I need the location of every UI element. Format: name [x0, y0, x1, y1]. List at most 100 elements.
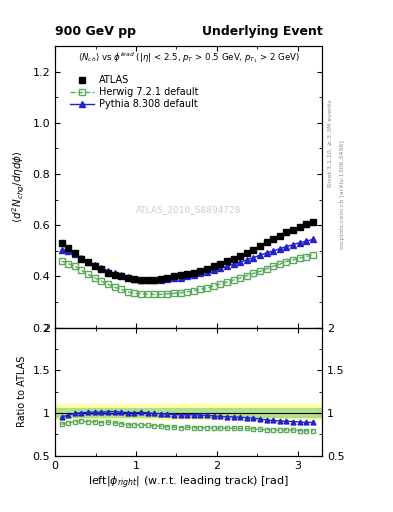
Text: 900 GeV pp: 900 GeV pp — [55, 26, 136, 38]
ATLAS — [277, 232, 282, 239]
ATLAS — [185, 271, 189, 278]
ATLAS — [86, 259, 90, 265]
Pythia 8.308 default — [264, 250, 269, 256]
ATLAS — [211, 263, 216, 269]
Herwig 7.2.1 default — [145, 291, 150, 297]
Herwig 7.2.1 default — [244, 272, 249, 279]
Pythia 8.308 default — [172, 275, 176, 282]
Herwig 7.2.1 default — [178, 290, 183, 296]
Pythia 8.308 default — [291, 242, 296, 248]
ATLAS — [244, 250, 249, 256]
ATLAS — [79, 255, 84, 262]
Line: Herwig 7.2.1 default: Herwig 7.2.1 default — [59, 252, 316, 297]
Herwig 7.2.1 default — [218, 281, 223, 287]
ATLAS — [172, 273, 176, 280]
Herwig 7.2.1 default — [185, 289, 189, 295]
Herwig 7.2.1 default — [132, 290, 137, 296]
ATLAS — [257, 243, 262, 249]
Pythia 8.308 default — [72, 251, 77, 257]
ATLAS — [125, 274, 130, 281]
Herwig 7.2.1 default — [59, 258, 64, 264]
Pythia 8.308 default — [139, 276, 143, 283]
Pythia 8.308 default — [257, 252, 262, 258]
Pythia 8.308 default — [106, 268, 110, 274]
Herwig 7.2.1 default — [198, 286, 203, 292]
Herwig 7.2.1 default — [92, 274, 97, 281]
ATLAS — [304, 221, 309, 227]
Pythia 8.308 default — [205, 269, 209, 275]
ATLAS — [291, 227, 296, 233]
Herwig 7.2.1 default — [238, 275, 242, 281]
Herwig 7.2.1 default — [72, 263, 77, 269]
Text: mcplots.cern.ch [arXiv:1306.3436]: mcplots.cern.ch [arXiv:1306.3436] — [340, 140, 345, 249]
Herwig 7.2.1 default — [297, 255, 302, 261]
Pythia 8.308 default — [92, 262, 97, 268]
ATLAS — [66, 245, 71, 251]
Herwig 7.2.1 default — [304, 253, 309, 260]
Pythia 8.308 default — [158, 276, 163, 283]
Pythia 8.308 default — [238, 259, 242, 265]
Pythia 8.308 default — [244, 257, 249, 263]
Herwig 7.2.1 default — [264, 266, 269, 272]
Bar — [55, 409, 322, 417]
Herwig 7.2.1 default — [125, 289, 130, 295]
ATLAS — [198, 268, 203, 274]
Herwig 7.2.1 default — [139, 291, 143, 297]
Pythia 8.308 default — [304, 238, 309, 244]
Pythia 8.308 default — [251, 254, 256, 261]
Herwig 7.2.1 default — [257, 268, 262, 274]
Pythia 8.308 default — [277, 246, 282, 252]
Line: Pythia 8.308 default: Pythia 8.308 default — [59, 237, 316, 283]
Herwig 7.2.1 default — [271, 263, 275, 269]
Herwig 7.2.1 default — [231, 277, 236, 283]
ATLAS — [218, 261, 223, 267]
Pythia 8.308 default — [132, 275, 137, 282]
Pythia 8.308 default — [231, 261, 236, 267]
Pythia 8.308 default — [86, 259, 90, 265]
Herwig 7.2.1 default — [224, 279, 229, 285]
Pythia 8.308 default — [224, 263, 229, 269]
Herwig 7.2.1 default — [172, 290, 176, 296]
Herwig 7.2.1 default — [284, 259, 289, 265]
ATLAS — [99, 266, 104, 272]
Pythia 8.308 default — [112, 270, 117, 276]
Herwig 7.2.1 default — [99, 278, 104, 284]
ATLAS — [191, 269, 196, 275]
Pythia 8.308 default — [198, 270, 203, 276]
ATLAS — [145, 278, 150, 284]
Pythia 8.308 default — [66, 248, 71, 254]
Herwig 7.2.1 default — [165, 291, 170, 297]
ATLAS — [158, 276, 163, 282]
ATLAS — [165, 274, 170, 281]
ATLAS — [112, 272, 117, 279]
ATLAS — [251, 247, 256, 253]
Herwig 7.2.1 default — [66, 261, 71, 267]
ATLAS — [119, 273, 123, 280]
Pythia 8.308 default — [191, 272, 196, 278]
Bar — [55, 404, 322, 419]
Herwig 7.2.1 default — [310, 252, 315, 258]
ATLAS — [271, 236, 275, 242]
Pythia 8.308 default — [211, 267, 216, 273]
Text: ATLAS_2010_S8894728: ATLAS_2010_S8894728 — [136, 205, 241, 214]
Pythia 8.308 default — [310, 237, 315, 243]
Pythia 8.308 default — [99, 265, 104, 271]
Herwig 7.2.1 default — [79, 267, 84, 273]
Herwig 7.2.1 default — [152, 291, 156, 297]
Pythia 8.308 default — [79, 255, 84, 261]
ATLAS — [106, 269, 110, 275]
ATLAS — [92, 263, 97, 269]
Herwig 7.2.1 default — [119, 286, 123, 292]
Legend: ATLAS, Herwig 7.2.1 default, Pythia 8.308 default: ATLAS, Herwig 7.2.1 default, Pythia 8.30… — [68, 73, 200, 111]
Pythia 8.308 default — [178, 274, 183, 281]
Herwig 7.2.1 default — [158, 291, 163, 297]
Pythia 8.308 default — [125, 274, 130, 281]
ATLAS — [264, 239, 269, 245]
Pythia 8.308 default — [218, 265, 223, 271]
Pythia 8.308 default — [145, 277, 150, 283]
Pythia 8.308 default — [152, 277, 156, 283]
Pythia 8.308 default — [297, 240, 302, 246]
Pythia 8.308 default — [271, 248, 275, 254]
Herwig 7.2.1 default — [205, 285, 209, 291]
ATLAS — [132, 276, 137, 282]
